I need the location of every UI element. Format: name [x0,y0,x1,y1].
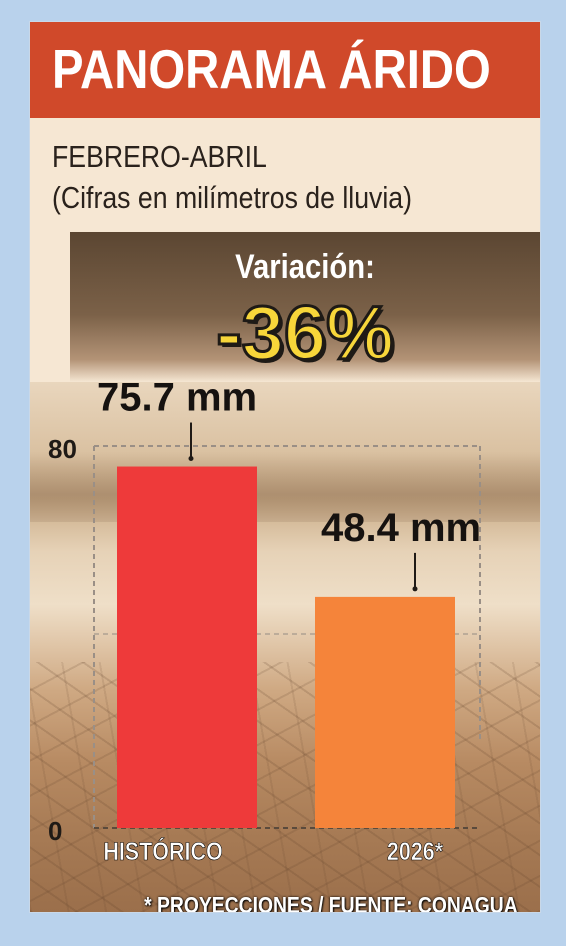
infographic-card: PANORAMA ÁRIDO FEBRERO-ABRIL (Cifras en … [30,22,540,912]
page-title: PANORAMA ÁRIDO [52,38,491,100]
bar-chart: 80 0 75.7 mm HISTÓRICO 48.4 mm 2026* [48,376,481,866]
source-footnote: * PROYECCIONES / FUENTE: CONAGUA [144,892,518,912]
data-label: 48.4 mm [321,506,481,550]
category-label: HISTÓRICO [103,836,222,865]
header-bar: PANORAMA ÁRIDO [30,22,540,118]
data-label-dot [188,456,194,462]
variation-value: -36% [215,290,395,377]
bar-2026 [315,596,455,828]
category-label: 2026* [387,837,444,865]
variation-box: Variación: -36% [70,232,540,382]
hills-background [30,452,540,522]
y-tick-label: 0 [48,816,62,846]
units-note: (Cifras en milímetros de lluvia) [52,180,413,215]
bar-historico [117,466,257,828]
data-label: 75.7 mm [97,376,257,420]
y-tick-label: 80 [48,434,77,464]
variation-label: Variación: [235,248,375,286]
data-label-dot [412,586,418,592]
period-label: FEBRERO-ABRIL [52,139,267,174]
